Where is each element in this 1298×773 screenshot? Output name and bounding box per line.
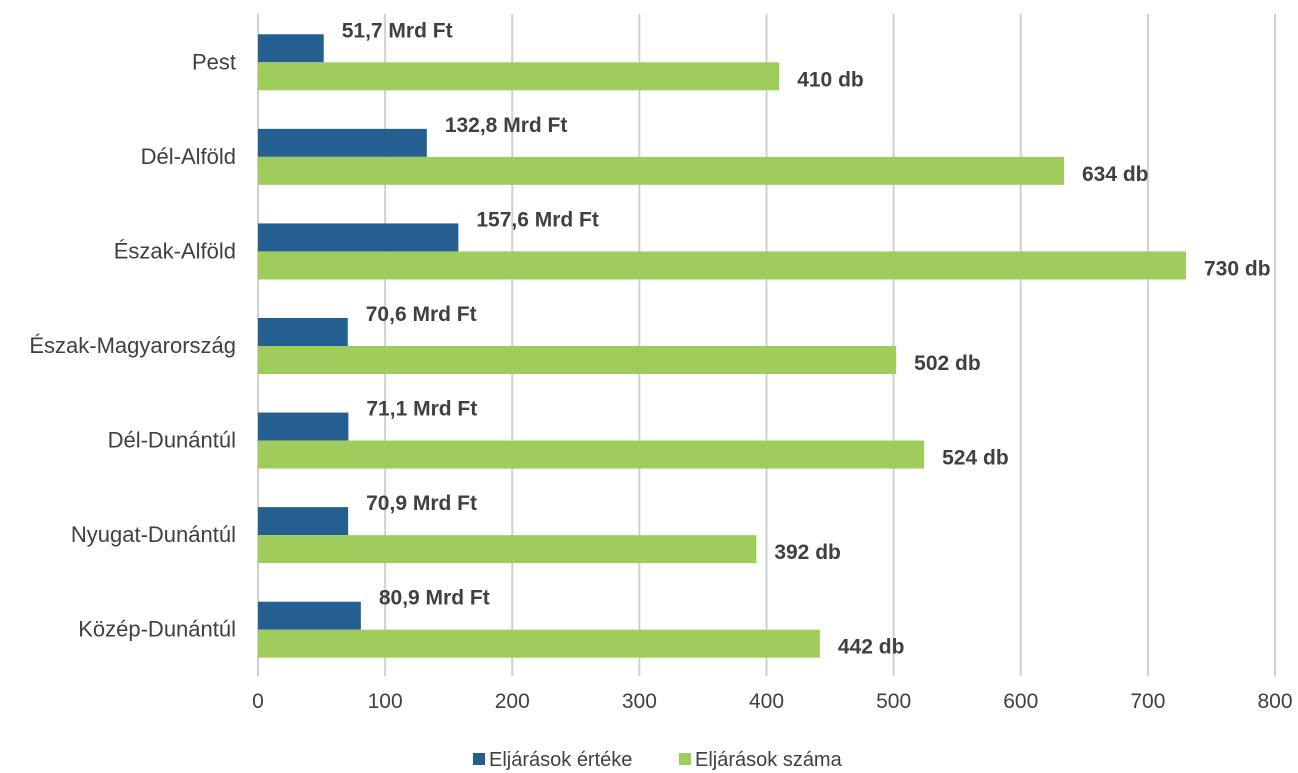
- category-label: Észak-Magyarország: [29, 333, 236, 358]
- count-bar: [258, 156, 1064, 185]
- x-tick-label: 200: [495, 690, 530, 713]
- value-bar: [258, 601, 361, 630]
- count-data-label: 634 db: [1082, 163, 1149, 186]
- value-data-label: 132,8 Mrd Ft: [445, 114, 568, 137]
- value-data-label: 71,1 Mrd Ft: [366, 398, 477, 421]
- x-tick-label: 700: [1130, 690, 1165, 713]
- count-bar: [258, 251, 1187, 280]
- category-label: Dél-Dunántúl: [108, 428, 236, 453]
- value-bar: [258, 507, 349, 536]
- legend-label: Eljárások száma: [695, 749, 843, 771]
- category-label: Dél-Alföld: [141, 144, 236, 169]
- x-tick-label: 400: [749, 690, 784, 713]
- x-tick-label: 100: [368, 690, 403, 713]
- value-data-label: 80,9 Mrd Ft: [379, 587, 490, 610]
- gridlines: [257, 14, 1276, 676]
- value-bar: [258, 412, 349, 441]
- legend-label: Eljárások értéke: [489, 749, 632, 771]
- x-tick-label: 500: [876, 690, 911, 713]
- value-data-label: 51,7 Mrd Ft: [342, 19, 453, 42]
- value-data-label: 70,9 Mrd Ft: [366, 492, 477, 515]
- count-data-label: 392 db: [774, 541, 841, 564]
- x-tick-label: 600: [1003, 690, 1038, 713]
- x-tick-label: 800: [1257, 690, 1292, 713]
- value-bar: [258, 128, 427, 157]
- count-data-label: 442 db: [838, 636, 905, 659]
- category-label: Pest: [192, 49, 236, 74]
- legend-swatch: [679, 753, 691, 765]
- count-bar: [258, 346, 897, 374]
- count-data-label: 730 db: [1204, 257, 1271, 280]
- category-label: Nyugat-Dunántúl: [71, 522, 236, 547]
- legend: Eljárások értéke Eljárások száma: [473, 749, 843, 771]
- x-tick-label: 300: [622, 690, 657, 713]
- value-bar: [258, 223, 459, 252]
- bars: [258, 34, 1187, 658]
- value-bar: [258, 34, 324, 63]
- x-axis-tick-labels: 0 100 200 300 400 500 600 700 800: [252, 690, 1292, 713]
- category-label: Észak-Alföld: [114, 238, 236, 263]
- category-labels: Pest Dél-Alföld Észak-Alföld Észak-Magyaror…: [29, 49, 236, 641]
- count-data-label: 524 db: [942, 447, 1009, 470]
- count-bar: [258, 62, 780, 91]
- legend-swatch: [473, 753, 485, 765]
- data-labels: 51,7 Mrd Ft 410 db 132,8 Mrd Ft 634 db 157,6…: [342, 19, 1271, 658]
- count-bar: [258, 629, 820, 658]
- category-label: Közép-Dunántúl: [78, 617, 236, 642]
- count-data-label: 410 db: [797, 68, 864, 91]
- count-bar: [258, 440, 925, 469]
- value-data-label: 157,6 Mrd Ft: [476, 208, 599, 231]
- count-bar: [258, 535, 757, 564]
- value-data-label: 70,6 Mrd Ft: [366, 303, 477, 326]
- x-tick-label: 0: [252, 690, 264, 713]
- count-data-label: 502 db: [914, 352, 981, 375]
- value-bar: [258, 318, 348, 346]
